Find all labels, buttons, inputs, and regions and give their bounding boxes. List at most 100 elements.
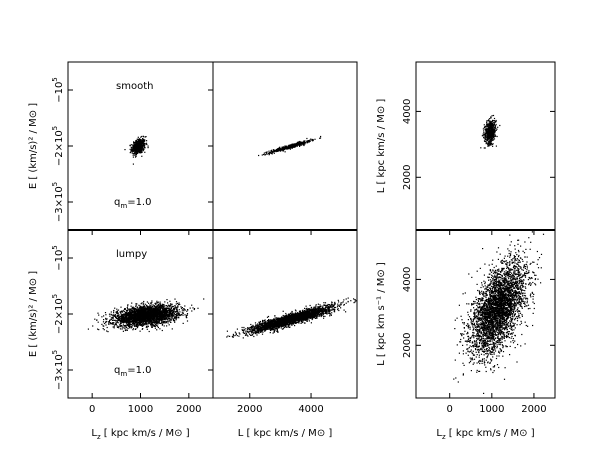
data-point	[145, 322, 147, 324]
data-point	[129, 324, 131, 326]
data-point	[132, 319, 134, 321]
data-point	[123, 314, 125, 316]
data-point	[158, 314, 160, 316]
data-point	[131, 324, 133, 326]
data-point	[298, 143, 300, 145]
data-point	[284, 147, 286, 149]
data-point	[136, 314, 138, 316]
data-point	[492, 129, 494, 132]
data-point	[141, 135, 143, 138]
data-point	[144, 310, 147, 312]
data-point	[177, 303, 180, 305]
data-point	[140, 152, 142, 154]
data-point	[125, 319, 127, 321]
data-point	[109, 315, 111, 317]
data-point	[167, 322, 169, 324]
data-point	[121, 320, 123, 322]
data-point	[487, 134, 489, 136]
data-point	[154, 305, 156, 307]
data-point	[105, 322, 107, 324]
data-point	[141, 155, 143, 157]
data-point	[488, 133, 490, 135]
data-point	[149, 318, 151, 320]
data-point	[493, 135, 495, 137]
data-point	[490, 141, 492, 143]
x-axis-label-rest: [ kpc km/s / M⊙ ]	[101, 428, 190, 439]
data-point	[126, 313, 128, 315]
data-point	[145, 314, 147, 316]
data-point	[121, 314, 123, 317]
data-point	[92, 325, 94, 327]
data-point	[148, 319, 150, 321]
data-point	[106, 318, 108, 320]
data-point	[306, 309, 308, 311]
data-point	[169, 311, 171, 313]
data-point	[143, 136, 145, 138]
data-point	[174, 320, 176, 322]
data-point	[165, 316, 167, 318]
data-point	[156, 304, 158, 307]
data-point	[492, 125, 494, 127]
data-point	[146, 326, 148, 328]
data-point	[485, 132, 487, 134]
data-point	[192, 307, 194, 309]
data-point	[148, 330, 150, 333]
data-point	[152, 310, 155, 312]
data-point	[175, 311, 177, 313]
data-point	[170, 307, 172, 310]
data-point	[113, 325, 115, 327]
data-point	[180, 306, 182, 308]
data-point	[486, 142, 488, 144]
data-point	[132, 316, 134, 319]
data-point	[285, 147, 287, 149]
data-point	[176, 313, 178, 315]
data-point	[483, 136, 485, 138]
data-point	[314, 138, 316, 140]
data-point	[137, 309, 139, 311]
data-point	[114, 307, 116, 309]
data-point	[166, 299, 168, 301]
data-point	[483, 140, 486, 142]
data-point	[186, 310, 188, 312]
data-point	[138, 144, 140, 146]
panel-annotation: lumpy	[116, 249, 147, 260]
data-point	[489, 124, 491, 126]
data-point	[163, 303, 165, 306]
data-point	[153, 318, 155, 320]
data-point	[261, 320, 264, 322]
data-point	[297, 141, 299, 143]
data-point	[319, 137, 322, 139]
data-point	[141, 321, 143, 323]
data-point	[152, 320, 155, 322]
data-point	[151, 320, 153, 322]
data-point	[150, 324, 152, 326]
data-point	[141, 302, 143, 304]
data-point	[482, 128, 484, 130]
data-point	[484, 126, 486, 128]
x-tick-label: 1000	[128, 404, 153, 415]
data-point	[263, 153, 265, 156]
data-point	[250, 334, 252, 336]
data-point	[489, 120, 491, 122]
data-point	[488, 129, 490, 131]
data-point	[132, 153, 135, 155]
data-point	[153, 319, 155, 321]
data-point	[148, 321, 150, 323]
data-point	[132, 319, 134, 321]
data-point	[173, 317, 175, 319]
data-point	[142, 312, 144, 314]
data-point	[140, 321, 143, 323]
data-point	[154, 306, 156, 308]
data-point	[116, 326, 119, 328]
data-point	[127, 322, 130, 324]
y-tick-label: −2×105	[51, 294, 65, 334]
data-point	[486, 125, 488, 127]
data-point	[493, 128, 495, 130]
data-point	[147, 322, 149, 324]
data-point	[493, 131, 495, 133]
data-point	[166, 320, 168, 322]
data-point	[139, 312, 141, 314]
data-point	[493, 132, 495, 134]
data-point	[158, 310, 160, 312]
data-point	[166, 305, 168, 307]
